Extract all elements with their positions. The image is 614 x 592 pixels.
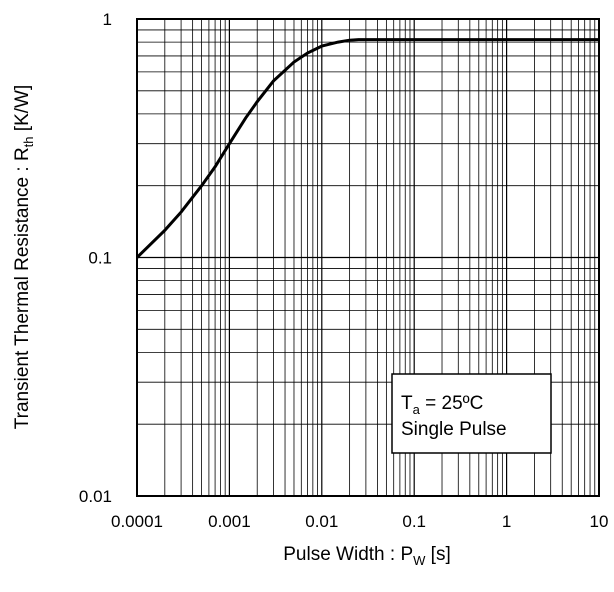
series-line bbox=[135, 38, 599, 259]
x-axis-label: Pulse Width : PW [s] bbox=[283, 544, 451, 568]
tick-labels: 0.0001 0.001 0.01 0.1 1 10 0.01 0.1 1 bbox=[79, 10, 609, 531]
annotation-box: Ta = 25ºC Single Pulse bbox=[391, 373, 552, 454]
annotation-line-2: Single Pulse bbox=[401, 419, 507, 440]
annotation-frame bbox=[391, 373, 552, 454]
x-tick-label: 10 bbox=[590, 512, 609, 531]
x-tick-label: 0.0001 bbox=[111, 512, 163, 531]
annotation-line-1: Ta = 25ºC bbox=[401, 393, 483, 417]
x-tick-label: 0.1 bbox=[402, 512, 426, 531]
y-tick-label: 0.01 bbox=[79, 487, 112, 506]
x-tick-label: 0.001 bbox=[208, 512, 251, 531]
y-tick-label: 0.1 bbox=[88, 249, 112, 268]
x-tick-label: 1 bbox=[502, 512, 511, 531]
y-axis-label: Transient Thermal Resistance : Rth [K/W] bbox=[12, 85, 36, 430]
y-tick-label: 1 bbox=[103, 10, 112, 29]
x-tick-label: 0.01 bbox=[305, 512, 338, 531]
